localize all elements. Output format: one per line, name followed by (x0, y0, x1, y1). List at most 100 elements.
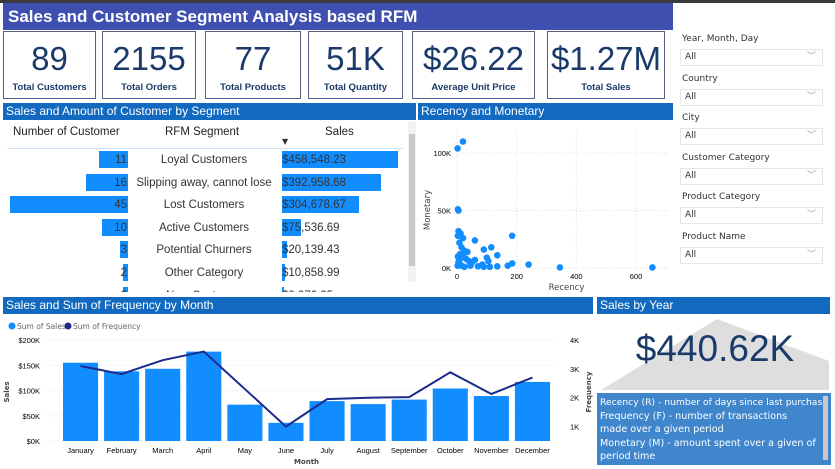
y2-tick-label: 3K (570, 365, 579, 374)
table-row[interactable]: 3 Potential Churners $20,139.43 (3, 240, 403, 260)
slicer-value: All (685, 91, 697, 102)
count-bar (10, 196, 128, 214)
chevron-down-icon: ﹀ (806, 91, 816, 102)
scatter-point[interactable] (488, 244, 495, 251)
scatter-point[interactable] (485, 257, 492, 265)
sales-bar[interactable] (514, 381, 550, 441)
sales-bar[interactable] (391, 399, 427, 441)
scatter-point[interactable] (467, 262, 474, 269)
table-row[interactable]: 10 Active Customers $75,536.69 (3, 218, 403, 238)
x-tick-label: February (107, 446, 137, 455)
sales-cell: $304,678.67 (282, 199, 346, 212)
kpi-value: 89 (31, 40, 68, 77)
chevron-down-icon: ﹀ (806, 210, 816, 220)
scatter-point[interactable] (454, 262, 461, 269)
table-row[interactable]: 2 New Customer $2,972.25 (3, 286, 403, 292)
kpi-label: Total Orders (121, 82, 177, 93)
table-row[interactable]: 16 Slipping away, cannot lose $392,958.6… (3, 173, 403, 193)
scatter-point[interactable] (461, 263, 468, 271)
sales-cell: $75,536.69 (282, 221, 340, 234)
x-tick-label: 400 (570, 272, 583, 281)
table-scrollbar[interactable] (408, 122, 416, 282)
sales-by-year-value: $440.62K (635, 328, 795, 369)
x-tick-label: 0 (455, 272, 459, 281)
chevron-down-icon: ﹀ (806, 131, 816, 141)
slicer-dropdown[interactable]: All ﹀ (680, 49, 823, 66)
slicer-dropdown[interactable]: All ﹀ (680, 207, 823, 224)
sales-bar[interactable] (104, 371, 140, 441)
col-sales[interactable]: Sales (325, 126, 354, 138)
sales-bar[interactable] (268, 422, 304, 441)
x-axis-title: Recency (549, 283, 585, 293)
sales-bar[interactable] (63, 362, 99, 441)
segment-cell: Other Category (164, 267, 244, 279)
kpi-card: $1.27M Total Sales (547, 31, 665, 99)
table-row[interactable]: 2 Other Category $10,858.99 (3, 263, 403, 283)
col-rfm-segment[interactable]: RFM Segment (165, 126, 240, 138)
sales-bar[interactable] (145, 368, 181, 441)
note-monetary: Monetary (M) - amount spent over a given… (600, 437, 816, 463)
note-scrollbar[interactable] (823, 396, 828, 460)
slicer-label: Country (682, 73, 718, 84)
scatter-point[interactable] (456, 256, 463, 264)
scatter-point[interactable] (556, 264, 564, 271)
x-axis-title: Month (294, 458, 319, 466)
kpi-card: 2155 Total Orders (102, 31, 196, 99)
scatter-point[interactable] (454, 145, 461, 152)
y2-tick-label: 4K (570, 336, 579, 345)
slicer-value: All (685, 131, 697, 141)
sales-cell: $20,139.43 (282, 244, 340, 257)
scatter-point[interactable] (493, 252, 501, 259)
scatter-point[interactable] (459, 234, 467, 242)
scatter-point[interactable] (471, 256, 479, 264)
table-row[interactable]: 45 Lost Customers $304,678.67 (3, 195, 403, 215)
scatter-point[interactable] (508, 232, 516, 240)
scatter-point[interactable] (480, 246, 488, 253)
scatter-point[interactable] (471, 237, 479, 244)
slicer-value: All (685, 170, 697, 181)
scatter-point[interactable] (459, 138, 467, 145)
sales-cell: $2,972.25 (282, 287, 333, 292)
scatter-point[interactable] (486, 263, 494, 271)
sort-desc-icon[interactable]: ▼ (282, 137, 289, 146)
legend-label[interactable]: Sum of Sales (17, 322, 66, 331)
sales-bar[interactable] (473, 396, 509, 441)
scrollbar-thumb[interactable] (409, 134, 415, 266)
scatter-point[interactable] (525, 261, 532, 268)
sales-bar[interactable] (350, 404, 386, 441)
kpi-label: Total Sales (581, 82, 631, 93)
scatter-point[interactable] (493, 262, 501, 270)
sales-bar[interactable] (432, 388, 468, 441)
x-tick-label: August (356, 446, 380, 455)
count-bar (86, 173, 128, 191)
y-axis-title: Monetary (423, 190, 433, 230)
scatter-point[interactable] (649, 264, 656, 271)
slicer-dropdown[interactable]: All ﹀ (680, 128, 823, 145)
slicer-dropdown[interactable]: All ﹀ (680, 246, 823, 264)
sales-bar (282, 286, 284, 292)
scatter-point[interactable] (455, 207, 462, 214)
slicer-dropdown[interactable]: All ﹀ (680, 88, 823, 106)
sales-by-year-area (601, 319, 829, 390)
scatter-point[interactable] (464, 248, 471, 256)
x-tick-label: 200 (510, 272, 523, 281)
count-cell: 2 (120, 267, 127, 279)
sales-bar[interactable] (227, 404, 263, 441)
scatter-point[interactable] (454, 232, 462, 240)
scatter-point[interactable] (508, 260, 516, 267)
legend-marker (8, 322, 16, 330)
legend-label[interactable]: Sum of Frequency (73, 322, 141, 331)
segment-cell: Slipping away, cannot lose (136, 176, 272, 189)
frequency-line[interactable] (80, 350, 533, 428)
kpi-value: 77 (234, 40, 272, 77)
count-bar (99, 151, 128, 168)
chevron-down-icon: ﹀ (806, 170, 816, 181)
table-row[interactable]: 11 Loyal Customers $458,548.23 (3, 150, 403, 170)
col-number-of-customer[interactable]: Number of Customer (13, 126, 120, 138)
kpi-label: Total Products (220, 82, 286, 93)
slicer-dropdown[interactable]: All ﹀ (680, 167, 823, 185)
scatter-point[interactable] (479, 261, 486, 268)
chevron-down-icon: ﹀ (806, 249, 816, 260)
note-recency: Recency (R) - number of days since last … (600, 397, 828, 408)
sales-bar[interactable] (186, 351, 222, 441)
